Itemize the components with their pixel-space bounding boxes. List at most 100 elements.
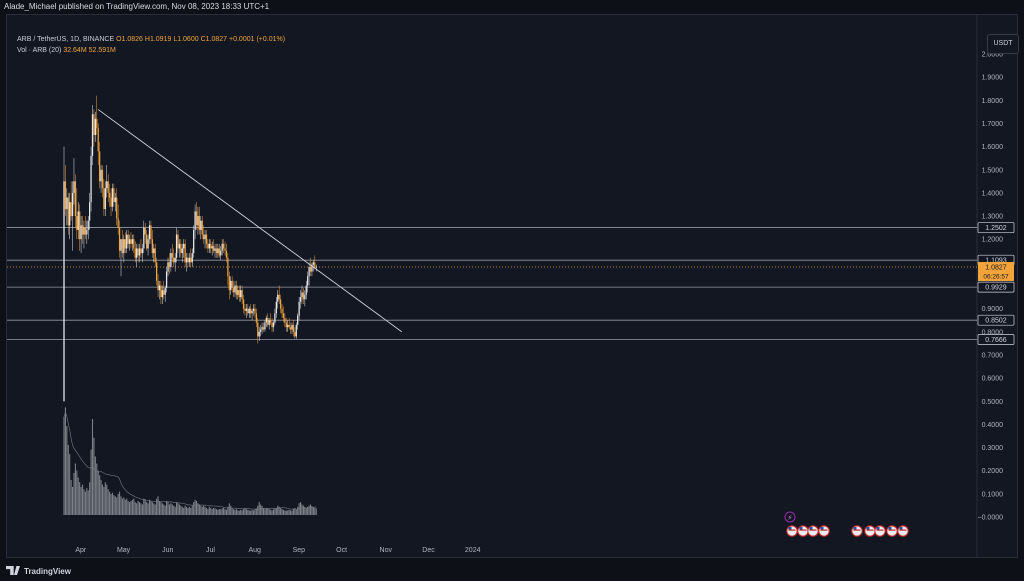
volume-bar — [186, 506, 188, 515]
volume-bar — [117, 493, 119, 515]
candle-body — [93, 114, 95, 136]
candle-body — [184, 243, 186, 263]
volume-bar — [250, 510, 252, 515]
candle-body — [262, 327, 265, 330]
volume-bar — [262, 507, 265, 515]
candle-body — [134, 248, 136, 258]
volume-bar — [166, 500, 168, 515]
volume-bar — [90, 449, 92, 515]
x-tick-label: Nov — [380, 547, 393, 554]
candle-body — [235, 285, 238, 295]
candle-body — [97, 128, 99, 152]
candle-body — [76, 216, 78, 230]
candle-body — [140, 248, 142, 254]
candle-body — [301, 292, 303, 298]
chart-frame[interactable]: 2.0000 1.9000 1.8000 1.7000 1.6000 1.5000 1.40… — [6, 14, 1019, 558]
volume-label[interactable]: Vol · ARB (20) — [17, 47, 62, 54]
volume-bar — [81, 484, 84, 515]
candle-body — [168, 262, 171, 267]
candle-body — [194, 211, 196, 230]
candle-body — [309, 266, 312, 272]
candle-body — [240, 290, 242, 298]
us-flag-stripe-icon — [809, 529, 817, 531]
candle-body — [265, 317, 267, 323]
candle-body — [64, 181, 67, 210]
y-tick-label: 1.5000 — [982, 167, 1004, 174]
us-flag-icon — [807, 525, 819, 537]
volume-bar — [130, 500, 132, 515]
y-tick-label: 1.3000 — [982, 214, 1004, 221]
volume-bar — [312, 507, 314, 515]
volume-bar — [147, 503, 149, 515]
volume-bar — [181, 506, 183, 515]
low-value: L1.0600 — [173, 36, 199, 43]
candle-body — [141, 248, 144, 254]
volume-bar — [107, 489, 109, 515]
volume-bar — [225, 509, 227, 515]
candle-body — [157, 280, 159, 291]
volume-bar — [124, 499, 126, 515]
candle-body — [90, 155, 92, 203]
candle-body — [295, 324, 297, 337]
volume-bar — [173, 505, 175, 515]
volume-bar — [294, 507, 296, 515]
currency-button[interactable]: USDT — [987, 34, 1019, 54]
us-flag-stripe-icon — [876, 529, 884, 531]
candle-body — [158, 285, 161, 291]
candle-body — [118, 227, 121, 251]
footer: TradingView — [0, 562, 1024, 581]
us-flag-stripe-icon — [853, 529, 861, 531]
y-tick-label: 1.2000 — [982, 237, 1004, 244]
y-tick-label: −0.0000 — [978, 515, 1004, 522]
volume-bar — [201, 506, 203, 515]
us-flag-stripe-icon — [888, 529, 896, 531]
candle-body — [66, 197, 68, 210]
us-flag-canton-icon — [820, 527, 824, 530]
volume-bar — [302, 505, 304, 515]
us-flag-canton-icon — [899, 527, 903, 530]
candle-body — [225, 250, 228, 258]
volume-bar — [106, 484, 108, 515]
volume-bar — [277, 505, 279, 515]
volume-bar — [184, 505, 186, 515]
volume-bar — [109, 491, 111, 515]
volume-bar — [63, 416, 65, 515]
countdown-label: 06:26:57 — [983, 273, 1009, 280]
volume-bar — [113, 495, 115, 515]
volume-bar — [200, 505, 202, 515]
volume-bar — [207, 509, 209, 515]
candle-body — [292, 324, 295, 332]
us-flag-stripe-icon — [799, 529, 807, 531]
candle-body — [248, 308, 250, 314]
candle-body — [104, 188, 106, 210]
candle-body — [77, 211, 79, 230]
level-price-label: 0.8502 — [985, 318, 1007, 325]
x-tick-label: Oct — [336, 547, 347, 554]
volume-bar — [243, 509, 245, 515]
us-flag-canton-icon — [853, 527, 857, 530]
candle-body — [120, 239, 122, 251]
level-price-label: 1.1093 — [985, 258, 1007, 265]
price-chart[interactable]: 2.0000 1.9000 1.8000 1.7000 1.6000 1.5000 1.40… — [7, 15, 1017, 557]
candle-body — [315, 266, 317, 268]
candle-body — [170, 253, 172, 267]
candle-body — [247, 308, 249, 314]
candle-body — [147, 239, 149, 249]
candle-body — [272, 322, 275, 328]
last-price-label: 1.0827 — [985, 264, 1007, 271]
volume-bar — [248, 510, 250, 515]
symbol-name[interactable]: ARB / TetherUS, 1D, BINANCE — [17, 36, 115, 43]
last-price-tag — [978, 261, 1014, 281]
volume-bar — [295, 509, 297, 515]
volume-bar — [233, 509, 235, 515]
volume-bar — [73, 472, 75, 515]
volume-bar — [148, 499, 151, 515]
candle-body — [299, 297, 302, 302]
volume-bar — [270, 509, 272, 515]
tradingview-logo[interactable]: TradingView — [6, 566, 71, 576]
change-value: +0.0001 (+0.01%) — [229, 36, 286, 43]
candle-body — [87, 220, 89, 230]
volume-bar — [244, 507, 246, 515]
volume-bar — [177, 503, 179, 515]
volume-bar — [281, 509, 283, 515]
